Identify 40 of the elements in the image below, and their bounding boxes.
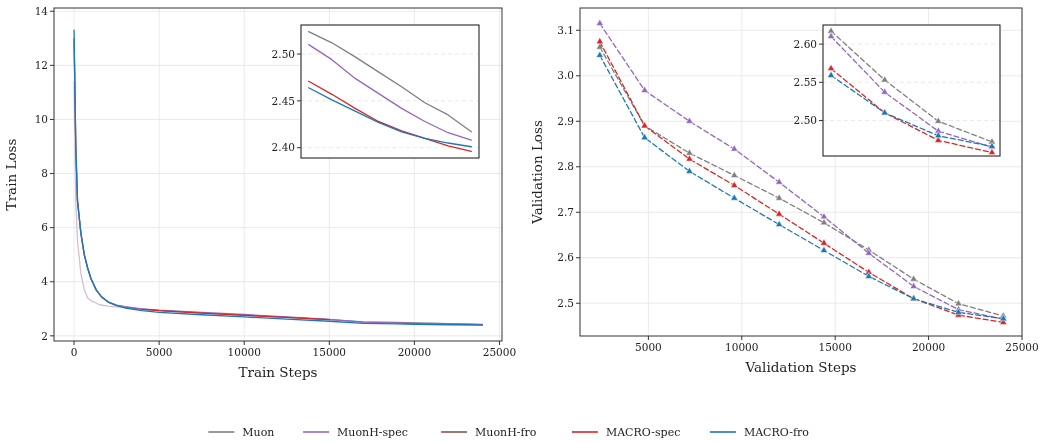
y-tick-label: 14 [34,4,49,17]
y-tick-label: 2.45 [271,94,295,107]
y-tick-label: 10 [34,113,48,126]
x-tick-label: 15000 [818,341,852,353]
legend-label: MuonH-fro [475,425,537,439]
legend-label: MACRO-spec [605,425,681,439]
y-tick-label: 4 [41,275,49,288]
x-tick-label: 5000 [145,346,173,358]
x-axis-title: Validation Steps [744,359,857,375]
y-tick-label: 8 [41,167,48,180]
y-tick-label: 3.0 [557,69,574,82]
y-tick-label: 2.8 [557,160,574,173]
y-axis-title: Train Loss [3,138,19,211]
legend-label: MuonH-spec [337,425,408,439]
y-tick-label: 2.50 [793,114,817,127]
x-tick-label: 0 [70,346,78,358]
y-tick-label: 2.60 [793,37,817,50]
y-tick-label: 2.55 [793,75,817,88]
x-tick-label: 25000 [482,346,517,358]
x-tick-label: 20000 [397,346,432,358]
y-tick-label: 2.9 [557,114,574,127]
x-tick-label: 5000 [635,341,662,353]
x-tick-label: 20000 [911,341,946,353]
x-tick-label: 25000 [1005,341,1039,353]
y-tick-label: 12 [34,59,48,72]
y-tick-label: 2.40 [271,141,295,154]
y-tick-label: 2 [41,329,48,342]
x-tick-label: 15000 [312,346,346,358]
legend-label: MACRO-fro [743,425,810,439]
y-tick-label: 3.1 [557,23,574,36]
x-tick-label: 10000 [725,341,759,353]
y-tick-label: 2.7 [557,205,574,218]
y-tick-label: 6 [41,221,49,234]
y-tick-label: 2.6 [557,251,575,264]
legend-label: Muon [242,425,275,439]
y-axis-title: Validation Loss [529,120,545,225]
x-tick-label: 10000 [227,346,261,358]
x-axis-title: Train Steps [238,364,318,380]
y-tick-label: 2.50 [271,47,295,60]
y-tick-label: 2.5 [557,296,574,309]
